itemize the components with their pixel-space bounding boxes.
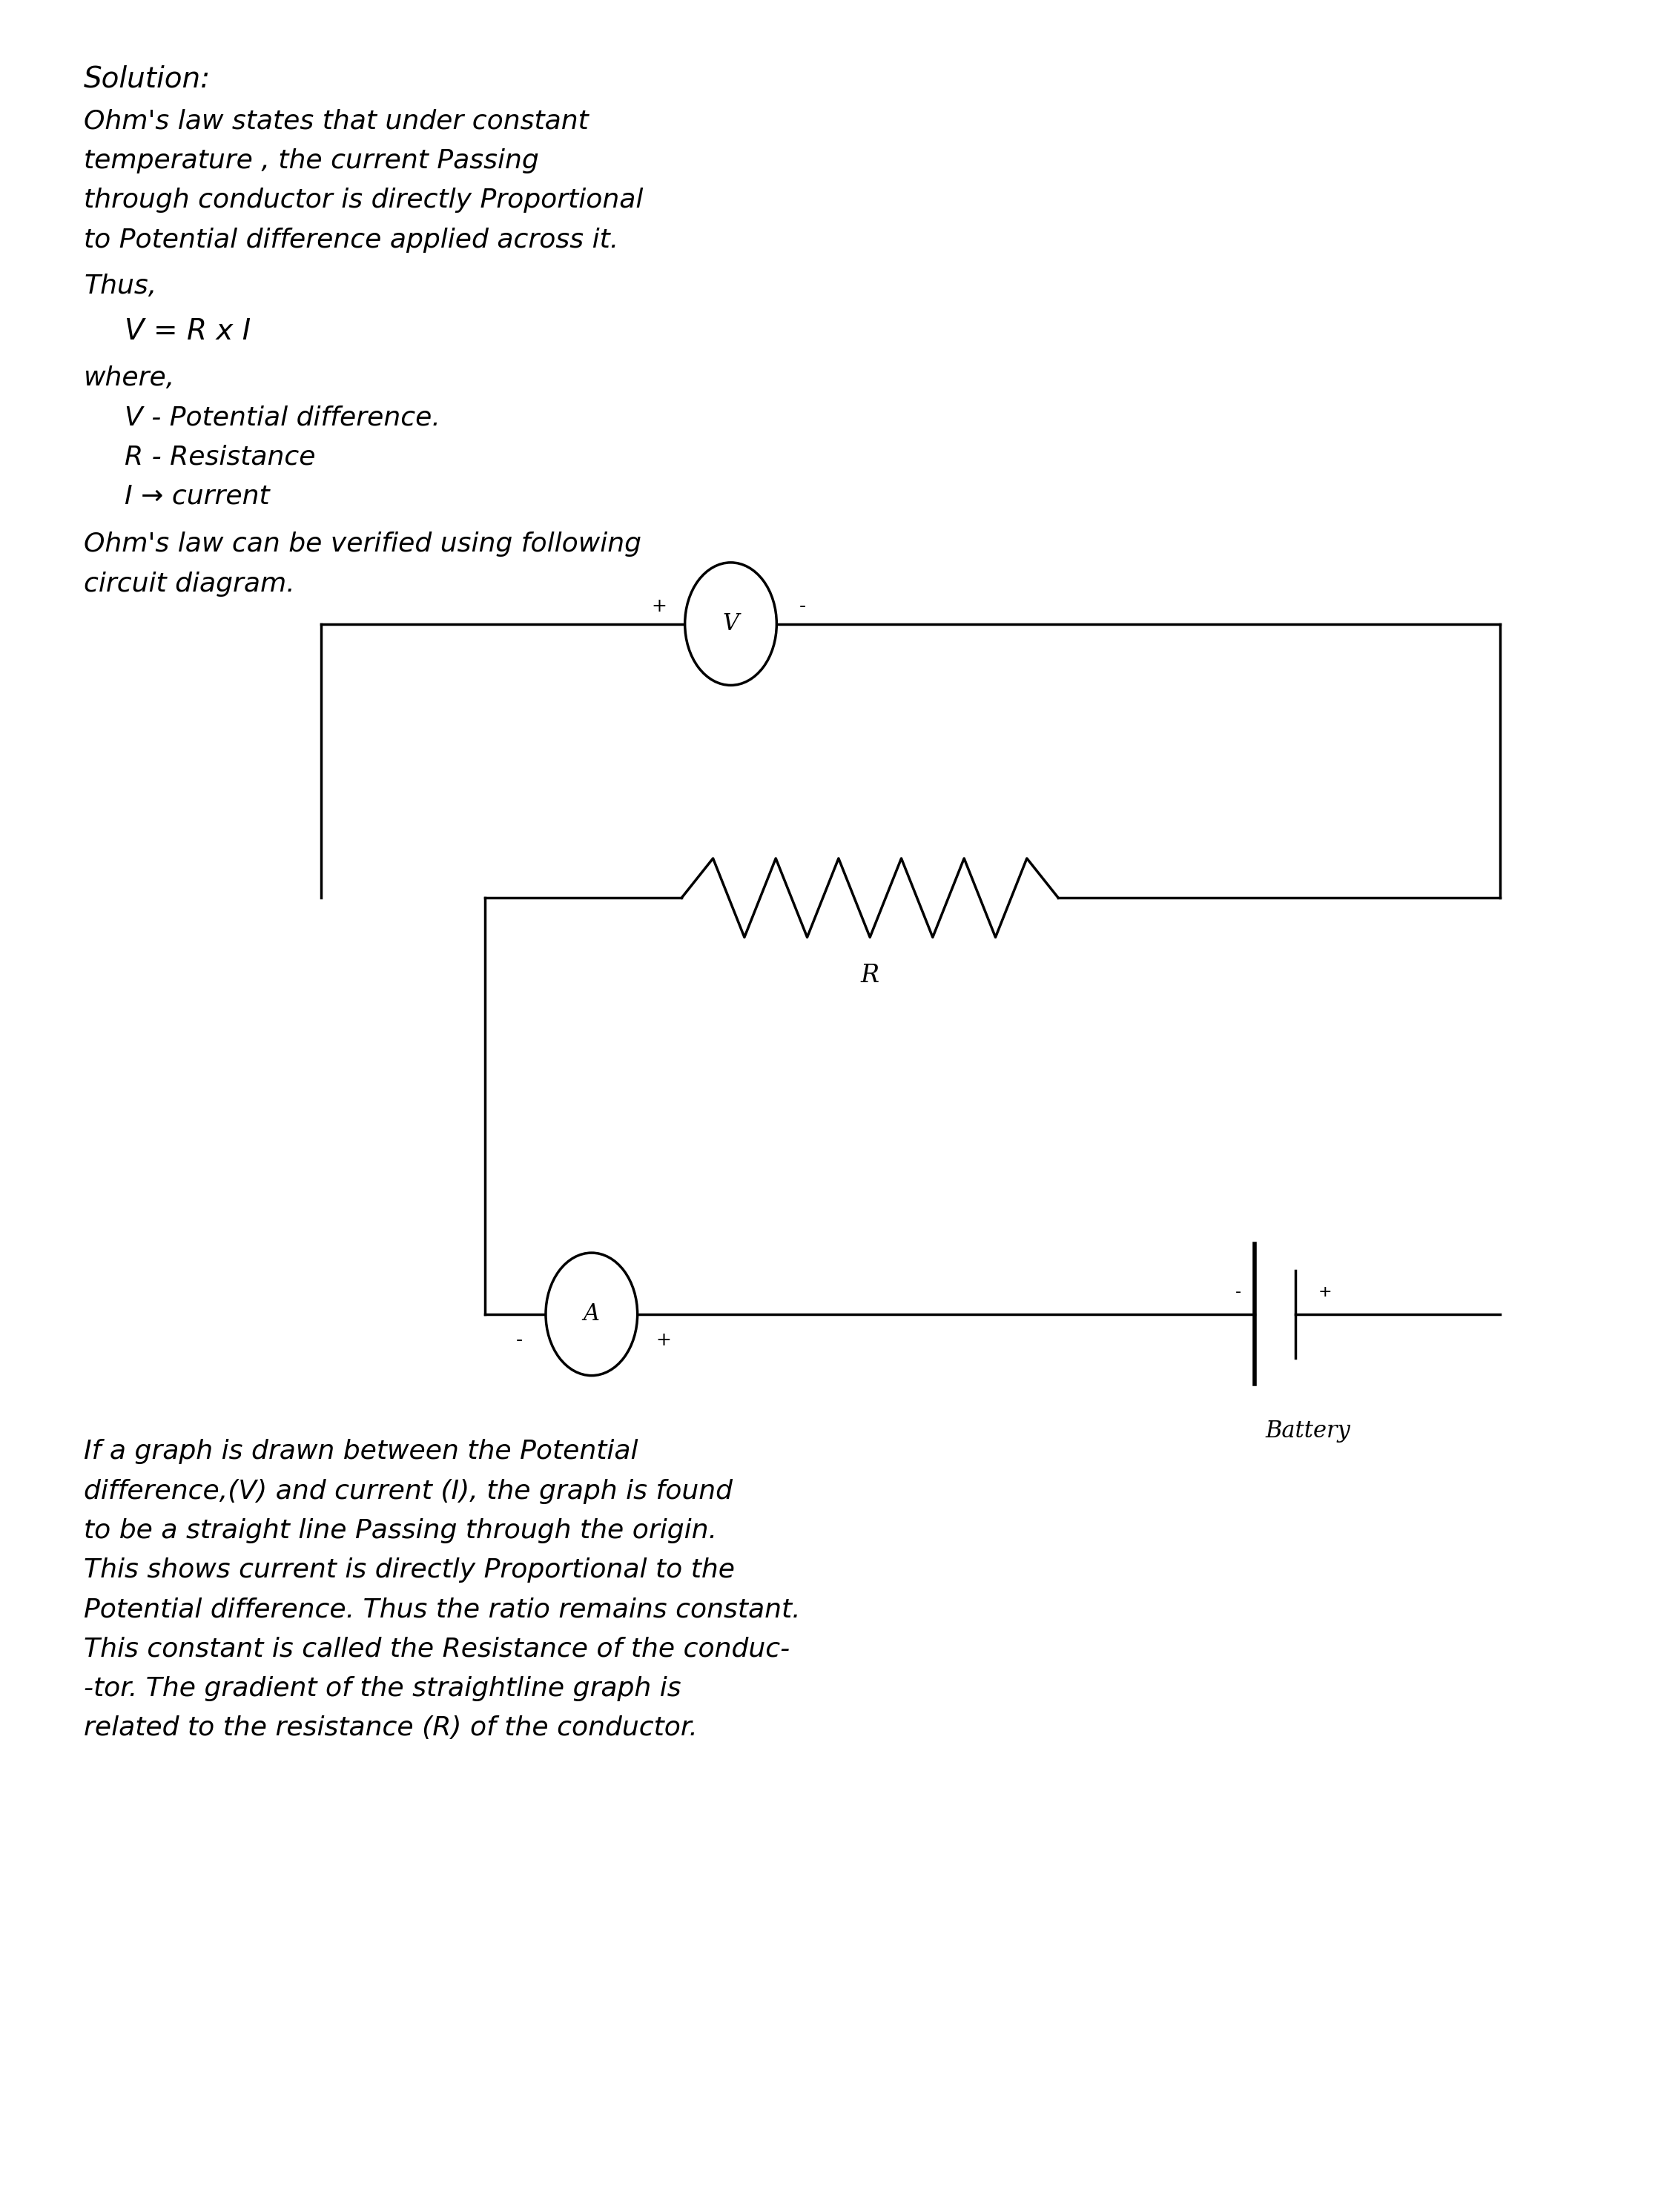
Text: A: A — [584, 1303, 600, 1325]
Text: circuit diagram.: circuit diagram. — [85, 571, 295, 597]
Text: +: + — [1318, 1285, 1331, 1301]
Text: If a graph is drawn between the Potential: If a graph is drawn between the Potentia… — [85, 1440, 638, 1464]
Text: I → current: I → current — [124, 484, 270, 509]
Text: V = R x I: V = R x I — [124, 316, 250, 345]
Text: This shows current is directly Proportional to the: This shows current is directly Proportio… — [85, 1557, 734, 1582]
Text: This constant is called the Resistance of the conduc-: This constant is called the Resistance o… — [85, 1637, 789, 1661]
Text: V - Potential difference.: V - Potential difference. — [124, 405, 441, 429]
Circle shape — [545, 1252, 637, 1376]
Text: through conductor is directly Proportional: through conductor is directly Proportion… — [85, 188, 643, 212]
Text: temperature , the current Passing: temperature , the current Passing — [85, 148, 539, 173]
Text: +: + — [657, 1332, 671, 1349]
Text: where,: where, — [85, 365, 176, 392]
Text: -: - — [516, 1332, 522, 1349]
Text: R: R — [861, 964, 879, 987]
Text: -: - — [1235, 1285, 1242, 1301]
Text: -: - — [799, 597, 806, 615]
Text: Thus,: Thus, — [85, 274, 158, 299]
Text: +: + — [652, 597, 667, 615]
Text: Battery: Battery — [1265, 1420, 1351, 1442]
Text: Ohm's law can be verified using following: Ohm's law can be verified using followin… — [85, 531, 642, 557]
Text: related to the resistance (R) of the conductor.: related to the resistance (R) of the con… — [85, 1714, 698, 1741]
Text: -tor. The gradient of the straightline graph is: -tor. The gradient of the straightline g… — [85, 1677, 681, 1701]
Text: V: V — [723, 613, 739, 635]
Text: Ohm's law states that under constant: Ohm's law states that under constant — [85, 108, 589, 135]
Text: Solution:: Solution: — [85, 64, 211, 93]
Text: difference,(V) and current (I), the graph is found: difference,(V) and current (I), the grap… — [85, 1478, 733, 1504]
Text: R - Resistance: R - Resistance — [124, 445, 317, 469]
Text: Potential difference. Thus the ratio remains constant.: Potential difference. Thus the ratio rem… — [85, 1597, 801, 1621]
Circle shape — [685, 562, 776, 686]
Text: to Potential difference applied across it.: to Potential difference applied across i… — [85, 228, 618, 252]
Text: to be a straight line Passing through the origin.: to be a straight line Passing through th… — [85, 1517, 718, 1544]
